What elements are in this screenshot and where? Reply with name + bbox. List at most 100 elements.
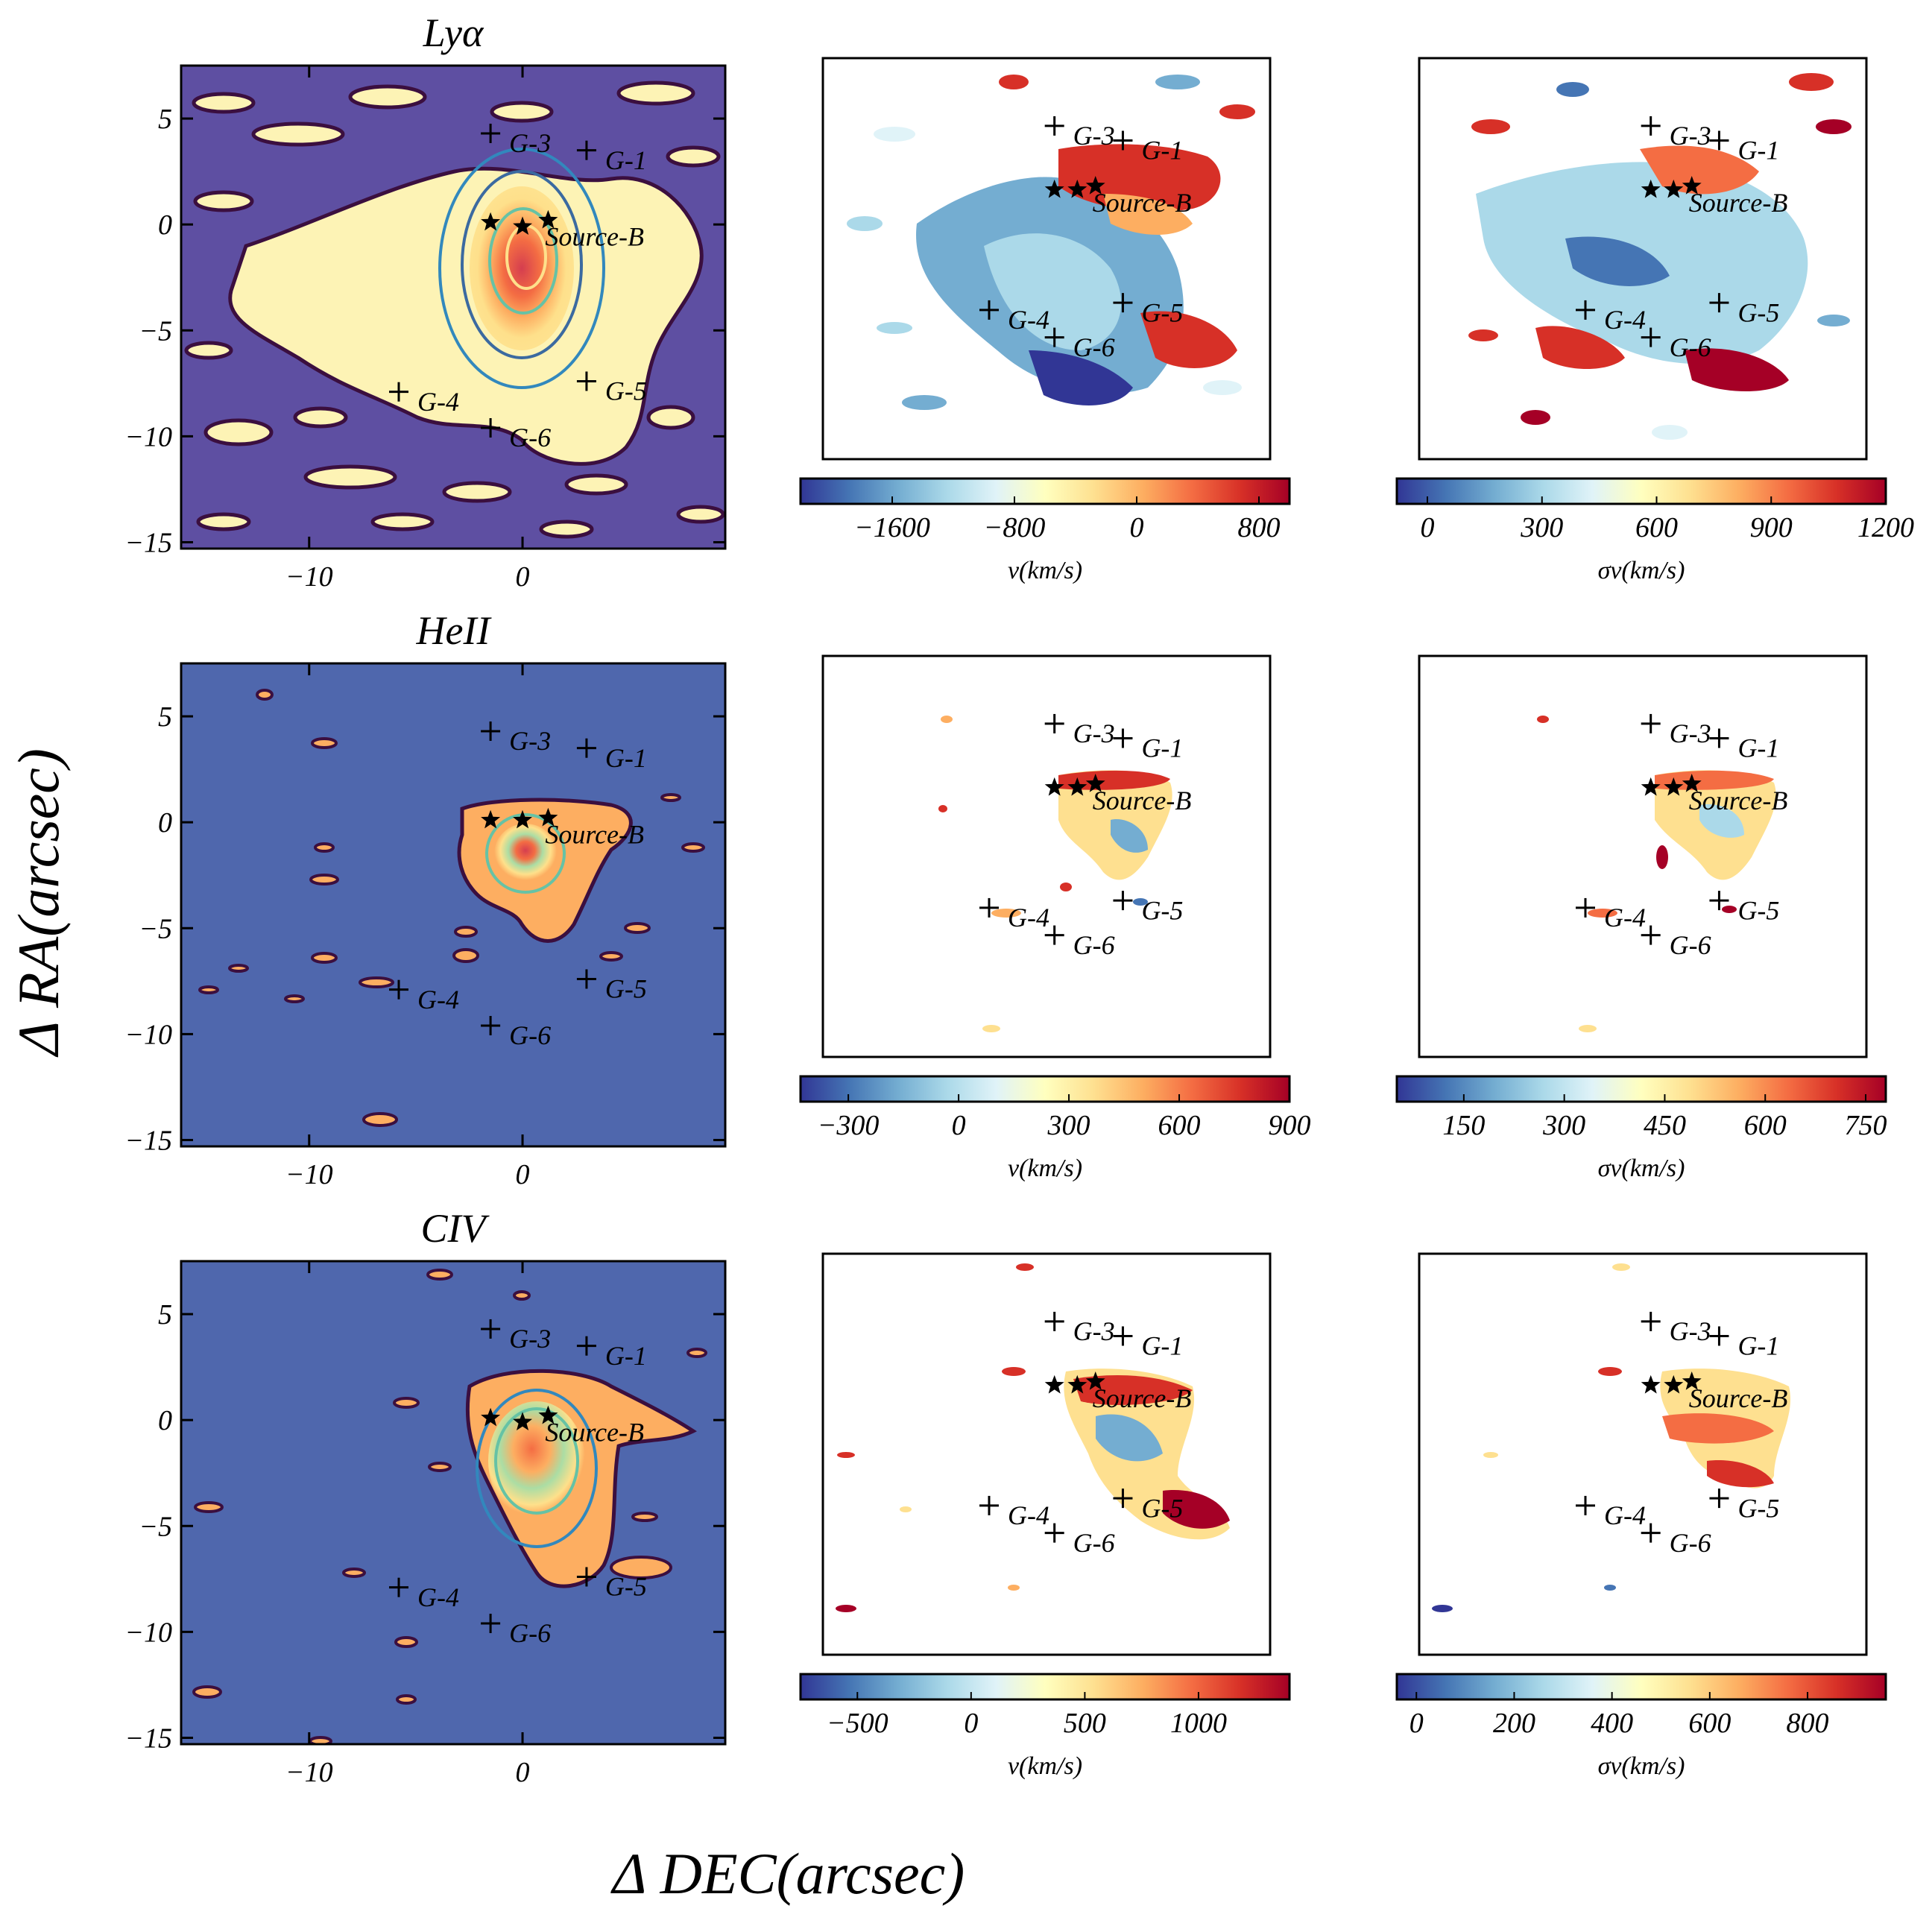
colorbar-label: v(km/s) [1008,1752,1082,1780]
colorbar-gradient [1395,1075,1887,1103]
civ-velocity-field [836,1263,1230,1612]
flux2-label-g-3: G-3 [509,1324,551,1354]
civ-dispersion-frame [1418,1252,1868,1656]
colorbar-tick-label: 200 [1493,1708,1535,1739]
lya-core [470,186,574,350]
heii-velocity-frame [821,654,1272,1058]
flux2-label-g-6: G-6 [509,1618,551,1648]
lya-velocity-overlay: G-1 G-3 G-4 G-5 G-6 Source-B [979,116,1191,362]
civ-flux-panel: CIV −10 0 5 0 −5 −10 −15 G-1 G-3 G-4 G-5 G-6 Source-… [124,1206,727,1788]
flux2-star-1 [481,1407,501,1427]
heii-dispersion-field [1537,716,1776,1032]
colorbar-label: v(km/s) [1008,1155,1082,1182]
y-tick-label: −15 [124,1125,172,1156]
kin5-star-1 [1044,777,1064,796]
kin8-label-g-4: G-4 [1604,1500,1646,1530]
kin5-label-source-b: Source-B [1093,786,1192,815]
heii-contour [485,813,566,894]
flux1-star-1 [481,809,501,829]
heii-velocity-colorbar: −300 0 300 600 900 v(km/s) [799,1075,1311,1182]
flux1-label-source-b: Source-B [545,820,644,850]
kin7-label-g-4: G-4 [1008,1500,1049,1530]
kin7-star-2 [1067,1374,1087,1394]
colorbar-tick-label: 1000 [1170,1708,1227,1739]
colorbar-tick-label: 300 [1047,1110,1090,1141]
colorbar-tick-label: −1600 [854,512,930,543]
colorbar-tick-label: 900 [1269,1110,1311,1141]
lya-contour-outer [438,148,605,389]
kin4-star-1 [1641,179,1661,198]
y-tick-label: 0 [158,209,172,241]
flux2-star-3 [538,1405,558,1424]
civ-core [488,1401,585,1521]
kin7-label-g-3: G-3 [1073,1316,1115,1346]
x-tick-label: −10 [285,1757,333,1788]
heii-velocity-field [938,716,1172,1032]
civ-contour-inner [494,1407,579,1515]
x-tick-label: 0 [516,561,530,593]
kin5-star-3 [1085,774,1105,792]
flux1-star-2 [513,809,532,829]
colorbar-tick-label: −500 [827,1708,888,1739]
kin7-star-1 [1044,1374,1064,1394]
lya-contour-inner [488,207,558,315]
flux1-label-g-4: G-4 [417,985,459,1014]
x-tick-label: 0 [516,1757,530,1788]
lya-velocity-frame [821,57,1272,461]
kin4-label-g-5: G-5 [1737,297,1779,327]
civ-velocity-frame [821,1252,1272,1656]
flux1-label-g-6: G-6 [509,1020,551,1050]
colorbar-tick-label: 0 [1130,512,1144,543]
lya-flux-panel: Lyα −10 050−5−10−15G-1G-3G-4 G-5G-6So [124,10,727,593]
colorbar-label: v(km/s) [1008,557,1082,584]
kin4-star-2 [1664,179,1684,198]
y-tick-label: −10 [124,421,172,452]
kin5-label-g-3: G-3 [1073,719,1115,748]
lya-dispersion-field [1468,73,1852,440]
lya-velocity-colorbar: −1600 −800 0 800 v(km/s) [799,477,1291,584]
civ-flux-axes: −10 0 5 0 −5 −10 −15 G-1 G-3 G-4 G-5 G-6 Source-B [124,1261,725,1788]
kin6-label-g-3: G-3 [1670,719,1711,748]
y-tick-label: 0 [158,1405,172,1436]
y-tick-label: −10 [124,1019,172,1050]
kin8-label-g-3: G-3 [1670,1316,1711,1346]
lya-emission-halo [184,80,725,539]
colorbar-tick-label: 300 [1520,512,1563,543]
civ-emission-blobs [192,1269,707,1744]
colorbar-tick-label: −300 [818,1110,880,1141]
kin3-star-1 [1044,179,1064,198]
civ-dispersion-panel: G-1 G-3 G-4 G-5 G-6 Source-B 0 200 400 600 800 σv(… [1395,1252,1887,1780]
flux1-label-g-1: G-1 [605,743,647,773]
kin8-label-g-1: G-1 [1737,1331,1779,1361]
kin6-label-source-b: Source-B [1689,786,1788,815]
flux1-label-g-3: G-3 [509,726,551,756]
kin5-label-g-4: G-4 [1008,903,1049,932]
kin7-star-3 [1085,1371,1105,1390]
colorbar-tick-label: 500 [1064,1708,1106,1739]
colorbar-tick-label: −800 [984,512,1046,543]
colorbar-tick-label: 600 [1158,1110,1201,1141]
lya-velocity-field [847,75,1255,410]
heii-dispersion-panel: G-1 G-3 G-4 G-5 G-6 Source-B 150 300 450 600 750 σ… [1395,654,1887,1182]
kin7-label-source-b: Source-B [1093,1383,1192,1413]
civ-panel-title: CIV [421,1206,490,1251]
kin6-star-3 [1682,774,1702,792]
kin4-label-g-3: G-3 [1670,121,1711,151]
x-tick-label: 0 [516,1159,530,1190]
colorbar-tick-label: 600 [1635,512,1678,543]
heii-dispersion-background [1419,656,1866,1057]
kin6-label-g-4: G-4 [1604,903,1646,932]
y-tick-label: −15 [124,1723,172,1754]
lya-dispersion-overlay: G-1 G-3 G-4 G-5 G-6 Source-B [1576,116,1787,362]
kin5-label-g-1: G-1 [1141,733,1183,763]
colorbar-gradient [1395,1673,1887,1701]
flux0-label-g-5: G-5 [605,376,647,406]
colorbar-label: σv(km/s) [1598,557,1685,584]
colorbar-tick-label: 600 [1688,1708,1731,1739]
y-tick-label: −5 [139,1511,172,1542]
colorbar-tick-label: 0 [952,1110,966,1141]
colorbar-tick-label: 300 [1542,1110,1585,1141]
kin5-star-2 [1067,777,1087,796]
kin3-label-g-1: G-1 [1141,136,1183,165]
